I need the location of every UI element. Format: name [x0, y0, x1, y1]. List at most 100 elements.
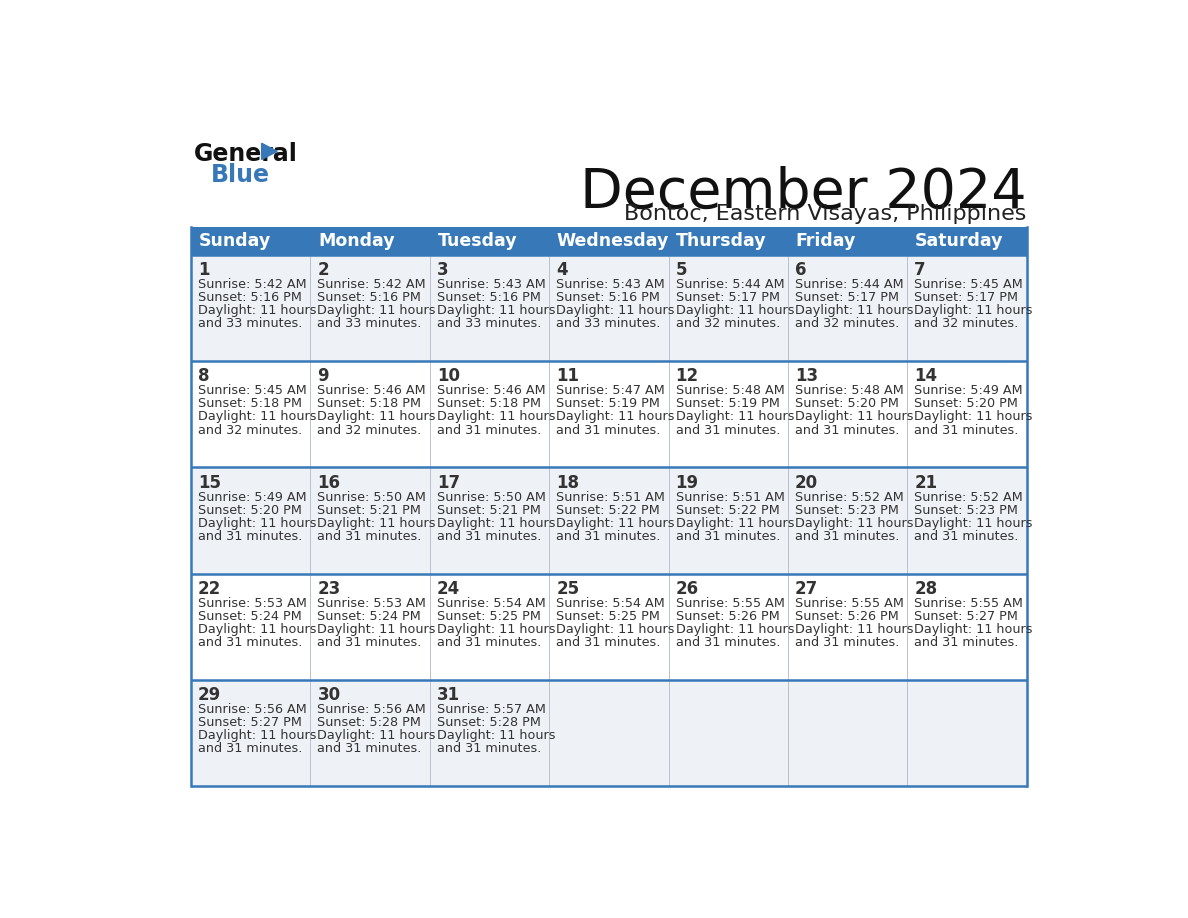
Text: Daylight: 11 hours: Daylight: 11 hours [198, 517, 316, 530]
Text: Sunrise: 5:54 AM: Sunrise: 5:54 AM [556, 597, 665, 610]
Text: General: General [194, 142, 297, 166]
Text: Sunset: 5:25 PM: Sunset: 5:25 PM [556, 610, 661, 623]
Text: Daylight: 11 hours: Daylight: 11 hours [198, 410, 316, 423]
Text: and 31 minutes.: and 31 minutes. [198, 530, 303, 543]
Text: Sunrise: 5:42 AM: Sunrise: 5:42 AM [317, 278, 426, 291]
Text: Sunset: 5:25 PM: Sunset: 5:25 PM [437, 610, 541, 623]
Text: and 31 minutes.: and 31 minutes. [676, 530, 779, 543]
Text: Sunset: 5:17 PM: Sunset: 5:17 PM [676, 291, 779, 304]
Text: and 31 minutes.: and 31 minutes. [317, 530, 422, 543]
Text: Sunset: 5:21 PM: Sunset: 5:21 PM [317, 504, 422, 517]
Text: and 31 minutes.: and 31 minutes. [556, 423, 661, 437]
Text: Daylight: 11 hours: Daylight: 11 hours [556, 517, 675, 530]
Text: and 31 minutes.: and 31 minutes. [198, 743, 303, 756]
Text: Sunset: 5:16 PM: Sunset: 5:16 PM [556, 291, 661, 304]
Text: and 31 minutes.: and 31 minutes. [437, 636, 542, 649]
Text: 8: 8 [198, 367, 209, 386]
Text: Sunrise: 5:55 AM: Sunrise: 5:55 AM [795, 597, 904, 610]
Text: Sunset: 5:19 PM: Sunset: 5:19 PM [556, 397, 661, 410]
Text: Sunset: 5:24 PM: Sunset: 5:24 PM [317, 610, 422, 623]
Text: 23: 23 [317, 580, 341, 598]
Text: Sunrise: 5:46 AM: Sunrise: 5:46 AM [317, 385, 426, 397]
Text: 16: 16 [317, 474, 341, 492]
Text: 29: 29 [198, 686, 221, 704]
Text: and 31 minutes.: and 31 minutes. [915, 423, 1018, 437]
Text: Sunset: 5:20 PM: Sunset: 5:20 PM [795, 397, 899, 410]
Text: Sunset: 5:19 PM: Sunset: 5:19 PM [676, 397, 779, 410]
Text: December 2024: December 2024 [580, 165, 1026, 219]
Text: and 31 minutes.: and 31 minutes. [795, 636, 899, 649]
Text: Daylight: 11 hours: Daylight: 11 hours [198, 623, 316, 636]
Text: and 31 minutes.: and 31 minutes. [198, 636, 303, 649]
Text: 17: 17 [437, 474, 460, 492]
Text: Bontoc, Eastern Visayas, Philippines: Bontoc, Eastern Visayas, Philippines [624, 204, 1026, 224]
Text: Daylight: 11 hours: Daylight: 11 hours [317, 304, 436, 318]
Text: Daylight: 11 hours: Daylight: 11 hours [198, 304, 316, 318]
Text: Daylight: 11 hours: Daylight: 11 hours [556, 623, 675, 636]
Text: Sunday: Sunday [198, 232, 271, 250]
Bar [191, 255, 1026, 361]
Text: Friday: Friday [796, 232, 857, 250]
Text: 27: 27 [795, 580, 819, 598]
Text: Sunset: 5:26 PM: Sunset: 5:26 PM [676, 610, 779, 623]
Text: Sunrise: 5:47 AM: Sunrise: 5:47 AM [556, 385, 665, 397]
Text: Sunset: 5:16 PM: Sunset: 5:16 PM [198, 291, 302, 304]
Text: Daylight: 11 hours: Daylight: 11 hours [317, 623, 436, 636]
Text: Sunrise: 5:50 AM: Sunrise: 5:50 AM [317, 490, 426, 504]
Text: 31: 31 [437, 686, 460, 704]
Text: 24: 24 [437, 580, 460, 598]
Text: Sunset: 5:18 PM: Sunset: 5:18 PM [437, 397, 541, 410]
Text: Sunrise: 5:43 AM: Sunrise: 5:43 AM [556, 278, 665, 291]
Text: Sunset: 5:20 PM: Sunset: 5:20 PM [198, 504, 302, 517]
Text: Sunrise: 5:53 AM: Sunrise: 5:53 AM [317, 597, 426, 610]
Text: Daylight: 11 hours: Daylight: 11 hours [676, 517, 794, 530]
Text: and 31 minutes.: and 31 minutes. [556, 530, 661, 543]
Text: and 32 minutes.: and 32 minutes. [198, 423, 303, 437]
Text: Sunset: 5:16 PM: Sunset: 5:16 PM [437, 291, 541, 304]
Text: Daylight: 11 hours: Daylight: 11 hours [437, 304, 555, 318]
Text: Sunrise: 5:46 AM: Sunrise: 5:46 AM [437, 385, 545, 397]
Text: Sunset: 5:28 PM: Sunset: 5:28 PM [317, 716, 422, 729]
Text: Daylight: 11 hours: Daylight: 11 hours [198, 729, 316, 743]
Text: Sunset: 5:21 PM: Sunset: 5:21 PM [437, 504, 541, 517]
Text: Sunrise: 5:54 AM: Sunrise: 5:54 AM [437, 597, 545, 610]
Text: Sunrise: 5:44 AM: Sunrise: 5:44 AM [795, 278, 904, 291]
Text: Daylight: 11 hours: Daylight: 11 hours [676, 623, 794, 636]
Text: Daylight: 11 hours: Daylight: 11 hours [676, 304, 794, 318]
Text: and 33 minutes.: and 33 minutes. [317, 318, 422, 330]
Text: Sunrise: 5:53 AM: Sunrise: 5:53 AM [198, 597, 307, 610]
Text: Sunrise: 5:45 AM: Sunrise: 5:45 AM [915, 278, 1023, 291]
Text: Thursday: Thursday [676, 232, 767, 250]
Text: 7: 7 [915, 261, 925, 279]
Text: 21: 21 [915, 474, 937, 492]
Text: and 31 minutes.: and 31 minutes. [915, 530, 1018, 543]
Text: Tuesday: Tuesday [437, 232, 517, 250]
Text: Sunrise: 5:51 AM: Sunrise: 5:51 AM [676, 490, 784, 504]
Text: Sunrise: 5:43 AM: Sunrise: 5:43 AM [437, 278, 545, 291]
Text: Sunrise: 5:48 AM: Sunrise: 5:48 AM [676, 385, 784, 397]
Text: 10: 10 [437, 367, 460, 386]
Text: Daylight: 11 hours: Daylight: 11 hours [556, 410, 675, 423]
Text: 20: 20 [795, 474, 819, 492]
Text: and 31 minutes.: and 31 minutes. [437, 743, 542, 756]
Text: 1: 1 [198, 261, 209, 279]
Text: Sunset: 5:28 PM: Sunset: 5:28 PM [437, 716, 541, 729]
Text: and 31 minutes.: and 31 minutes. [676, 423, 779, 437]
Text: 4: 4 [556, 261, 568, 279]
Polygon shape [261, 143, 277, 160]
Text: Daylight: 11 hours: Daylight: 11 hours [437, 623, 555, 636]
Bar [191, 361, 1026, 467]
Text: and 32 minutes.: and 32 minutes. [795, 318, 899, 330]
Text: 22: 22 [198, 580, 221, 598]
Text: Sunset: 5:16 PM: Sunset: 5:16 PM [317, 291, 422, 304]
Text: 5: 5 [676, 261, 687, 279]
Text: Blue: Blue [210, 162, 270, 186]
Text: 18: 18 [556, 474, 580, 492]
Text: Sunrise: 5:49 AM: Sunrise: 5:49 AM [915, 385, 1023, 397]
Text: 3: 3 [437, 261, 448, 279]
Text: and 31 minutes.: and 31 minutes. [795, 530, 899, 543]
Text: Wednesday: Wednesday [557, 232, 669, 250]
Text: Sunrise: 5:56 AM: Sunrise: 5:56 AM [317, 703, 426, 716]
Text: and 32 minutes.: and 32 minutes. [317, 423, 422, 437]
Text: Sunrise: 5:57 AM: Sunrise: 5:57 AM [437, 703, 545, 716]
